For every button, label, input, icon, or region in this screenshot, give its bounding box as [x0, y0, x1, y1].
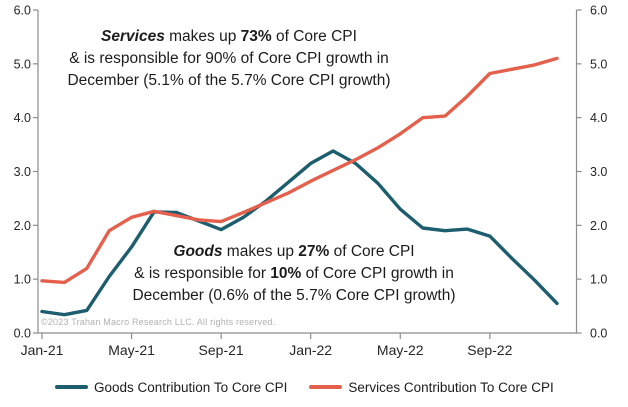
services-annotation-line1: Services makes up 73% of Core CPI [101, 28, 357, 45]
legend: Goods Contribution To Core CPI Services … [55, 376, 554, 398]
y-axis-label-right: 6.0 [590, 4, 607, 18]
services-annotation-line2: & is responsible for 90% of Core CPI gro… [69, 50, 389, 67]
goods-share-stat: 27% [298, 243, 330, 260]
services-annotation: Services makes up 73% of Core CPI & is r… [60, 26, 398, 92]
goods-annotation-line2: & is responsible for 10% of Core CPI gro… [134, 265, 454, 282]
y-axis-label-left: 4.0 [14, 111, 31, 125]
services-word: Services [101, 28, 165, 45]
x-axis-label: May-21 [108, 342, 155, 358]
y-axis-label-left: 2.0 [14, 219, 31, 233]
services-share-stat: 73% [240, 28, 272, 45]
y-axis-label-left: 1.0 [14, 273, 31, 287]
goods-word: Goods [173, 243, 223, 260]
y-axis-label-left: 0.0 [14, 327, 31, 341]
y-axis-label-right: 4.0 [590, 111, 607, 125]
y-axis-label-left: 5.0 [14, 57, 31, 71]
y-axis-label-right: 3.0 [590, 165, 607, 179]
goods-annotation-line3: December (0.6% of the 5.7% Core CPI grow… [132, 287, 456, 304]
services-annotation-line3: December (5.1% of the 5.7% Core CPI grow… [67, 72, 391, 89]
y-axis-label-right: 0.0 [590, 327, 607, 341]
x-axis-label: May-22 [377, 342, 424, 358]
y-axis-label-right: 1.0 [590, 273, 607, 287]
x-axis-label: Jan-22 [289, 342, 332, 358]
services-line-swatch [309, 385, 343, 389]
goods-annotation: Goods makes up 27% of Core CPI & is resp… [124, 241, 464, 307]
goods-line-swatch [55, 385, 88, 389]
legend-item-goods: Goods Contribution To Core CPI [55, 380, 287, 395]
y-axis-label-left: 3.0 [14, 165, 31, 179]
services-legend-label: Services Contribution To Core CPI [348, 379, 554, 395]
goods-growth-stat: 10% [270, 265, 302, 282]
x-axis-label: Sep-22 [467, 342, 512, 358]
y-axis-label-left: 6.0 [14, 4, 31, 18]
y-axis-label-right: 5.0 [590, 57, 607, 71]
goods-annotation-line1: Goods makes up 27% of Core CPI [173, 243, 415, 260]
goods-legend-label: Goods Contribution To Core CPI [94, 379, 288, 395]
x-axis-label: Sep-21 [199, 342, 244, 358]
y-axis-label-right: 2.0 [590, 219, 607, 233]
goods-series-line [40, 149, 559, 317]
copyright-text: ©2023 Trahan Macro Research LLC. All rig… [41, 317, 276, 327]
x-axis-label: Jan-21 [21, 342, 64, 358]
services-series-line [40, 56, 559, 285]
legend-item-services: Services Contribution To Core CPI [309, 379, 554, 395]
